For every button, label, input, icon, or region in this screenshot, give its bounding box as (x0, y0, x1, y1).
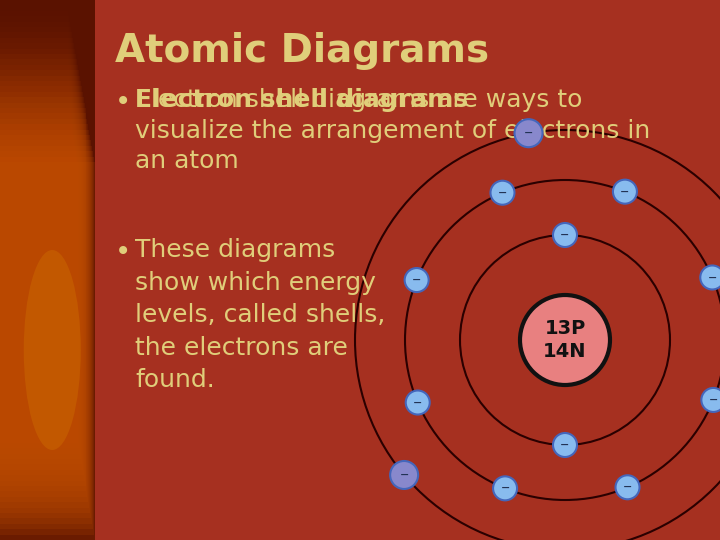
Bar (0, 70, 79, 448)
Text: These diagrams
show which energy
levels, called shells,
the electrons are
found.: These diagrams show which energy levels,… (135, 238, 385, 392)
Text: −: − (708, 395, 718, 405)
Bar (0, 54, 76, 432)
Circle shape (553, 223, 577, 247)
Circle shape (493, 476, 517, 501)
Bar (0, 86, 81, 464)
Circle shape (515, 119, 543, 147)
Bar (0, 92, 83, 470)
Text: −: − (708, 273, 717, 282)
Bar (0, 38, 73, 416)
Bar (0, 103, 84, 481)
Bar (0, 135, 90, 513)
Bar (0, 11, 68, 389)
Bar (0, 43, 74, 421)
Text: −: − (498, 188, 507, 198)
Bar (0, 157, 94, 535)
Circle shape (613, 180, 637, 204)
Text: •: • (115, 88, 131, 116)
Bar (0, 27, 71, 405)
Bar (0, 49, 75, 427)
Bar (0, 124, 89, 502)
Text: −: − (560, 230, 570, 240)
Circle shape (701, 388, 720, 412)
Bar (0, 22, 71, 400)
Text: −: − (620, 187, 629, 197)
Circle shape (390, 461, 418, 489)
Bar (0, 16, 69, 394)
Bar (0, 59, 77, 437)
Text: 13P
14N: 13P 14N (544, 319, 587, 361)
Text: Electron shell diagrams: Electron shell diagrams (135, 88, 468, 112)
Bar (0, 162, 95, 540)
Text: Atomic Diagrams: Atomic Diagrams (115, 32, 489, 70)
Bar (0, 97, 84, 475)
Text: −: − (560, 440, 570, 450)
Text: Electron shell diagrams are ways to
visualize the arrangement of electrons in
an: Electron shell diagrams are ways to visu… (135, 88, 650, 173)
Circle shape (701, 266, 720, 289)
Text: −: − (500, 483, 510, 494)
Bar (0, 65, 78, 443)
Bar (0, 146, 92, 524)
Circle shape (553, 433, 577, 457)
Text: •: • (115, 238, 131, 266)
Bar (0, 108, 86, 486)
Circle shape (490, 181, 515, 205)
Circle shape (405, 268, 428, 292)
Bar (0, 130, 89, 508)
Ellipse shape (24, 250, 81, 450)
Text: −: − (412, 275, 421, 285)
Bar (0, 119, 87, 497)
Bar (0, 76, 80, 454)
Circle shape (520, 295, 610, 385)
Bar (0, 140, 91, 518)
Circle shape (405, 390, 430, 415)
Bar (0, 81, 81, 459)
Bar (0, 151, 93, 529)
Bar (0, 32, 72, 410)
Text: −: − (400, 470, 409, 480)
Text: −: − (413, 397, 423, 408)
Bar (0, 113, 86, 491)
Text: −: − (524, 128, 534, 138)
Bar (0, 5, 68, 383)
Circle shape (616, 475, 639, 500)
Bar (0, 0, 95, 540)
Text: −: − (623, 482, 632, 492)
